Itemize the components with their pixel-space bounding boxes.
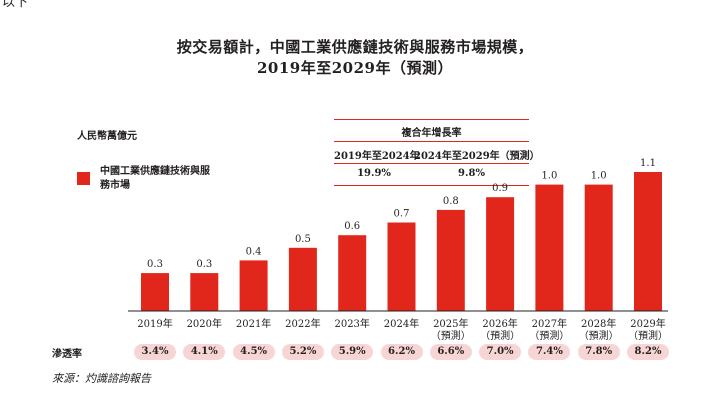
x-tick-label: （預測）: [579, 329, 619, 342]
x-tick-label: 2024年: [384, 317, 419, 330]
penetration-value: 5.2%: [281, 344, 324, 360]
legend: 中國工業供應鏈技術與服務市場: [77, 165, 210, 193]
penetration-value: 5.9%: [331, 344, 374, 360]
penetration-value: 7.0%: [479, 344, 522, 360]
x-tick-label: 2023年: [334, 317, 369, 330]
x-tick-label: （預測）: [431, 329, 471, 342]
penetration-value: 7.8%: [577, 344, 620, 360]
x-tick-label: 2025年: [433, 317, 468, 330]
penetration-value: 4.1%: [183, 344, 226, 360]
x-tick-label: 2029年: [630, 317, 665, 330]
bar-value-label: 1.1: [640, 158, 656, 169]
bar: [584, 184, 613, 311]
bar-value-label: 0.6: [344, 221, 360, 232]
bar: [288, 247, 317, 311]
bar: [387, 222, 416, 311]
chart-title-line1: 按交易額計，中國工業供應鏈技術與服務市場規模，: [176, 38, 534, 56]
penetration-value: 4.5%: [232, 344, 275, 360]
top-text-fragment: 以下: [2, 0, 29, 10]
bar-value-label: 0.8: [443, 196, 459, 207]
penetration-value: 8.2%: [627, 344, 669, 360]
x-tick-label: （預測）: [480, 329, 520, 342]
x-tick-label: 2028年: [581, 317, 616, 330]
chart-title-line2: 2019年至2029年（預測）: [257, 59, 453, 77]
bar: [535, 184, 564, 311]
x-tick-label: 2026年: [482, 317, 517, 330]
bar: [141, 273, 169, 311]
bar-value-label: 0.3: [147, 259, 163, 270]
x-tick-label: 2027年: [532, 317, 567, 330]
x-tick-label: 2020年: [187, 317, 222, 330]
x-tick-label: 2019年: [137, 317, 172, 330]
source-note: 來源：灼識諮詢報告: [52, 372, 151, 385]
cagr-period-label: 2019年至2024年: [334, 151, 420, 162]
cagr-period-label: 2024年至2029年（預測）: [414, 151, 540, 162]
bar: [190, 273, 219, 311]
cagr-line-bottom: [334, 185, 529, 186]
bar-value-label: 0.5: [295, 234, 311, 245]
cagr-period-value: 19.9%: [357, 168, 391, 179]
x-tick-label: （預測）: [529, 329, 569, 342]
unit-label: 人民幣萬億元: [77, 131, 137, 142]
bar: [634, 172, 662, 311]
bar-value-label: 0.9: [492, 183, 508, 194]
legend-swatch: [77, 172, 90, 185]
bar: [436, 209, 465, 311]
penetration-value: 3.4%: [134, 344, 176, 360]
bar: [338, 235, 367, 311]
bar-value-label: 0.3: [196, 259, 212, 270]
cagr-title: 複合年增長率: [401, 128, 462, 139]
bar: [486, 197, 515, 311]
x-tick-label: 2022年: [285, 317, 320, 330]
penetration-value: 7.4%: [528, 344, 571, 360]
cagr-line-lower: [334, 163, 529, 164]
bar: [239, 260, 268, 311]
bar-value-label: 0.4: [246, 246, 262, 257]
cagr-line-top: [334, 119, 529, 120]
legend-label: 中國工業供應鏈技術與服務市場: [100, 166, 210, 191]
bar-value-label: 0.7: [394, 209, 410, 220]
penetration-label: 滲透率: [52, 349, 82, 360]
penetration-value: 6.6%: [429, 344, 472, 360]
bar-value-label: 1.0: [541, 171, 557, 182]
bars-group: 0.3 2019年 0.3 2020年 0.4 2021年 0.5 2022年 0.6 2023年…: [137, 158, 668, 342]
x-tick-label: （預測）: [628, 329, 668, 342]
cagr-line-middle: [334, 141, 529, 142]
cagr-period-value: 9.8%: [458, 168, 485, 179]
x-tick-label: 2021年: [236, 317, 271, 330]
penetration-value: 6.2%: [380, 344, 423, 360]
bar-value-label: 1.0: [591, 171, 607, 182]
